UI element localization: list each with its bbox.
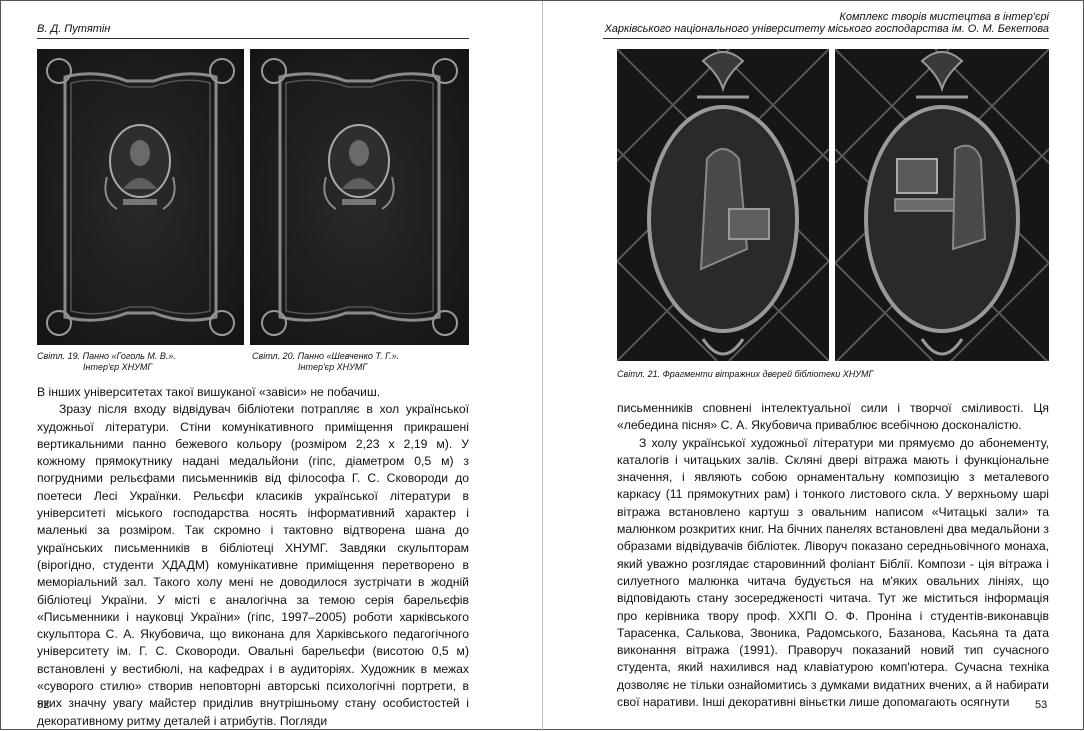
right-page: Комплекс творів мистецтва в інтер'єрі Ха… xyxy=(543,1,1084,731)
photo-shevchenko-panel xyxy=(250,49,469,345)
figure-19-caption-line1: Світл. 19. Панно «Гоголь М. В.». xyxy=(37,351,176,361)
paragraph: письменників сповнені інтелектуальної си… xyxy=(617,401,1049,433)
photo-stained-glass-student xyxy=(835,49,1049,361)
header-rule xyxy=(603,38,1049,39)
figure-19-caption: Світл. 19. Панно «Гоголь М. В.». Інтер'є… xyxy=(37,351,247,373)
page-number: 53 xyxy=(1035,699,1048,711)
paragraph: З холу української художньої літератури … xyxy=(617,435,1049,710)
figure-20-caption-line1: Світл. 20. Панно «Шевченко Т. Г.». xyxy=(252,351,400,361)
running-header-author: В. Д. Путятін xyxy=(37,23,111,35)
photo-gogol-panel xyxy=(37,49,244,345)
header-rule xyxy=(37,38,469,39)
spine-divider xyxy=(542,1,543,731)
figure-21-caption: Світл. 21. Фрагменти вітражних дверей бі… xyxy=(617,369,874,379)
header-line-1: Комплекс творів мистецтва в інтер'єрі xyxy=(839,11,1049,23)
left-body-text: В інших університетах такої вишуканої «з… xyxy=(37,384,469,730)
shevchenko-panel-image xyxy=(250,49,469,345)
figure-19-caption-line2: Інтер'єр ХНУМГ xyxy=(83,362,153,372)
photo-stained-glass-monk xyxy=(617,49,829,361)
stained-glass-student-image xyxy=(835,49,1049,361)
page-number: 52 xyxy=(37,699,50,711)
paragraph: Зразу після входу відвідувач бібліотеки … xyxy=(37,402,469,728)
left-page: В. Д. Путятін xyxy=(1,1,543,731)
header-line-2: Харківського національного університету … xyxy=(604,23,1049,35)
figure-20-caption-line2: Інтер'єр ХНУМГ xyxy=(298,362,368,372)
figure-20-caption: Світл. 20. Панно «Шевченко Т. Г.». Інтер… xyxy=(252,351,469,373)
gogol-panel-image xyxy=(37,49,244,345)
right-body-text: письменників сповнені інтелектуальної си… xyxy=(617,400,1049,711)
paragraph: В інших університетах такої вишуканої «з… xyxy=(37,385,381,399)
stained-glass-monk-image xyxy=(617,49,829,361)
running-header-title: Комплекс творів мистецтва в інтер'єрі Ха… xyxy=(603,11,1049,35)
